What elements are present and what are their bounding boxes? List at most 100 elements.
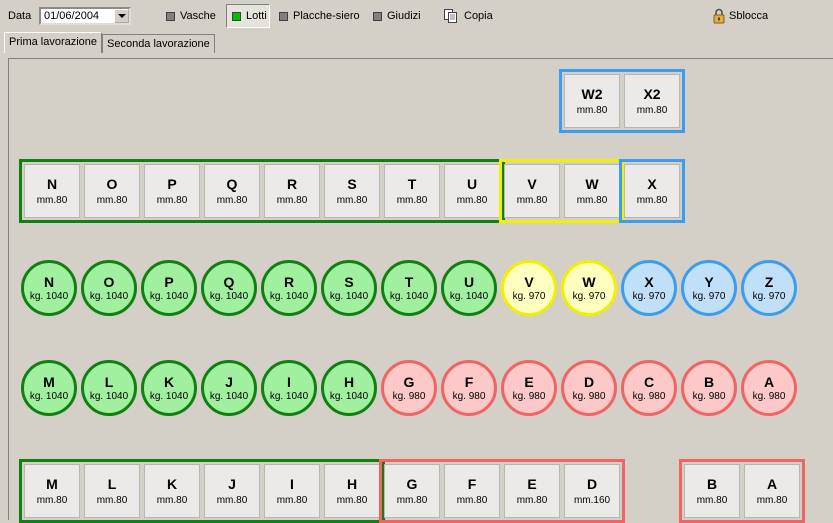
lot-letter: W: [582, 273, 596, 290]
lot-letter: N: [43, 273, 55, 290]
lot-letter: W2: [581, 86, 603, 102]
lot-size: kg. 970: [512, 290, 546, 302]
lot-cell[interactable]: X2 mm.80: [624, 74, 680, 128]
chevron-down-icon[interactable]: [114, 9, 129, 23]
lot-cell[interactable]: W2 mm.80: [564, 74, 620, 128]
lot-size: mm.80: [156, 195, 188, 206]
lot-size: kg. 980: [512, 390, 546, 402]
lot-letter: J: [225, 373, 233, 390]
tab-seconda-lavorazione[interactable]: Seconda lavorazione: [102, 34, 215, 53]
lot-letter: B: [706, 476, 718, 492]
lot-size: kg. 970: [632, 290, 666, 302]
lot-letter: M: [43, 373, 55, 390]
lot-size: kg. 1040: [209, 390, 249, 402]
giudizi-button[interactable]: Giudizi: [373, 6, 421, 26]
lot-size: mm.80: [336, 195, 368, 206]
lot-size: kg. 970: [572, 290, 606, 302]
lot-size: mm.80: [156, 495, 188, 506]
lot-size: kg. 1040: [449, 290, 489, 302]
lot-size: mm.80: [396, 495, 428, 506]
lot-size: kg. 1040: [29, 290, 69, 302]
lot-letter: X2: [643, 86, 661, 102]
tab-prima-lavorazione[interactable]: Prima lavorazione: [4, 32, 103, 53]
vasche-button[interactable]: Vasche: [166, 6, 216, 26]
lot-group-blue: W2 mm.80 X2 mm.80: [559, 69, 685, 133]
lot-letter: A: [763, 373, 775, 390]
lotti-button[interactable]: Lotti: [232, 6, 267, 26]
date-select[interactable]: 01/06/2004: [39, 7, 131, 25]
copy-icon: [444, 9, 457, 23]
lot-letter: E: [524, 373, 534, 390]
lot-letter: G: [406, 476, 418, 492]
placche-siero-button[interactable]: Placche-siero: [279, 6, 360, 26]
sblocca-button[interactable]: Sblocca: [712, 6, 768, 26]
lot-size: kg. 970: [692, 290, 726, 302]
lot-letter: Q: [223, 273, 235, 290]
copia-button[interactable]: Copia: [443, 6, 493, 26]
lot-size: kg. 980: [392, 390, 426, 402]
lot-letter: P: [164, 273, 174, 290]
lot-size: mm.80: [276, 495, 308, 506]
lot-letter: Q: [226, 176, 238, 192]
lot-letter: D: [586, 476, 598, 492]
lot-size: kg. 970: [752, 290, 786, 302]
lot-size: kg. 1040: [209, 290, 249, 302]
lot-letter: Y: [704, 273, 714, 290]
lotti-label: Lotti: [246, 10, 267, 22]
lot-size: kg. 980: [692, 390, 726, 402]
lot-size: mm.80: [96, 195, 128, 206]
vasche-label: Vasche: [180, 10, 216, 22]
